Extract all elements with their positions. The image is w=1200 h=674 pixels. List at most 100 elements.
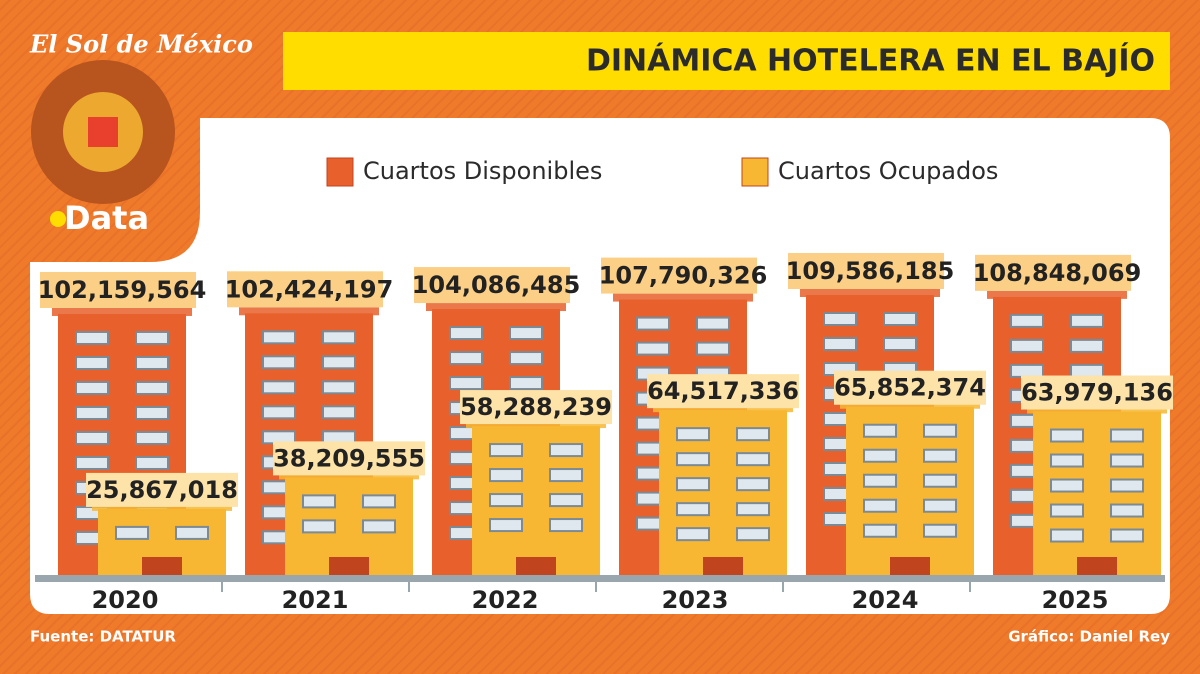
window bbox=[135, 405, 169, 420]
x-tick-label: 2021 bbox=[282, 586, 349, 614]
window bbox=[75, 455, 109, 470]
label-box bbox=[1021, 375, 1173, 410]
window bbox=[549, 468, 583, 483]
window bbox=[549, 443, 583, 458]
window bbox=[883, 337, 917, 351]
window bbox=[863, 473, 897, 488]
value-label: 102,159,564 bbox=[38, 276, 207, 304]
value-label: 107,790,326 bbox=[599, 262, 768, 290]
window bbox=[636, 316, 670, 331]
window bbox=[923, 448, 957, 463]
credit: Gráfico: Daniel Rey bbox=[1008, 628, 1170, 646]
window bbox=[636, 341, 670, 356]
window bbox=[302, 494, 336, 509]
label-box bbox=[601, 257, 757, 294]
window bbox=[449, 351, 483, 366]
value-label: 25,867,018 bbox=[86, 476, 238, 504]
window bbox=[75, 380, 109, 395]
window bbox=[75, 430, 109, 445]
window bbox=[1050, 503, 1084, 518]
window bbox=[676, 502, 710, 517]
label-box bbox=[86, 472, 238, 507]
value-label: 104,086,485 bbox=[412, 271, 581, 299]
roof bbox=[426, 303, 566, 312]
window bbox=[883, 312, 917, 326]
door bbox=[329, 557, 369, 575]
window bbox=[322, 330, 356, 345]
window bbox=[736, 452, 770, 467]
window bbox=[923, 473, 957, 488]
window bbox=[676, 477, 710, 492]
legend-label: Cuartos Disponibles bbox=[363, 157, 602, 185]
window bbox=[262, 355, 296, 370]
window bbox=[1110, 478, 1144, 493]
window bbox=[549, 493, 583, 508]
window bbox=[135, 355, 169, 370]
window bbox=[1050, 453, 1084, 468]
window bbox=[1110, 453, 1144, 468]
legend-label: Cuartos Ocupados bbox=[778, 157, 998, 185]
label-box bbox=[788, 253, 944, 289]
door bbox=[890, 557, 930, 575]
window bbox=[923, 423, 957, 438]
x-tick-label: 2023 bbox=[662, 586, 729, 614]
window bbox=[736, 477, 770, 492]
door bbox=[516, 557, 556, 575]
value-label: 58,288,239 bbox=[460, 393, 612, 421]
window bbox=[489, 443, 523, 458]
window bbox=[863, 523, 897, 538]
window bbox=[75, 330, 109, 345]
value-label: 64,517,336 bbox=[647, 377, 799, 405]
logo-dot bbox=[50, 211, 66, 227]
window bbox=[449, 326, 483, 341]
window bbox=[449, 376, 483, 391]
window bbox=[923, 523, 957, 538]
brand: El Sol de México bbox=[29, 30, 253, 59]
window bbox=[362, 494, 396, 509]
label-box bbox=[40, 271, 196, 308]
window bbox=[923, 498, 957, 513]
x-tick-label: 2024 bbox=[852, 586, 919, 614]
door bbox=[142, 557, 182, 575]
window bbox=[1010, 313, 1044, 328]
window bbox=[175, 525, 209, 540]
window bbox=[823, 337, 857, 351]
x-tick-label: 2025 bbox=[1042, 586, 1109, 614]
door bbox=[703, 557, 743, 575]
window bbox=[322, 380, 356, 395]
label-box bbox=[227, 271, 383, 308]
window bbox=[322, 405, 356, 420]
roof bbox=[800, 289, 940, 297]
window bbox=[1110, 503, 1144, 518]
window bbox=[135, 430, 169, 445]
window bbox=[75, 355, 109, 370]
window bbox=[75, 405, 109, 420]
window bbox=[676, 527, 710, 542]
window bbox=[135, 455, 169, 470]
window bbox=[115, 525, 149, 540]
window bbox=[489, 493, 523, 508]
value-label: 102,424,197 bbox=[225, 275, 394, 303]
window bbox=[302, 519, 336, 534]
window bbox=[1070, 363, 1104, 378]
window bbox=[863, 423, 897, 438]
window bbox=[489, 518, 523, 533]
window bbox=[736, 502, 770, 517]
logo-text: Data bbox=[64, 199, 149, 237]
logo-mark bbox=[88, 117, 118, 147]
window bbox=[262, 380, 296, 395]
window bbox=[509, 326, 543, 341]
window bbox=[1010, 338, 1044, 353]
window bbox=[489, 468, 523, 483]
label-box bbox=[834, 370, 986, 405]
window bbox=[362, 519, 396, 534]
window bbox=[736, 427, 770, 442]
window bbox=[676, 452, 710, 467]
value-label: 109,586,185 bbox=[786, 257, 955, 285]
roof bbox=[52, 307, 192, 316]
window bbox=[509, 351, 543, 366]
window bbox=[135, 380, 169, 395]
window bbox=[322, 355, 356, 370]
